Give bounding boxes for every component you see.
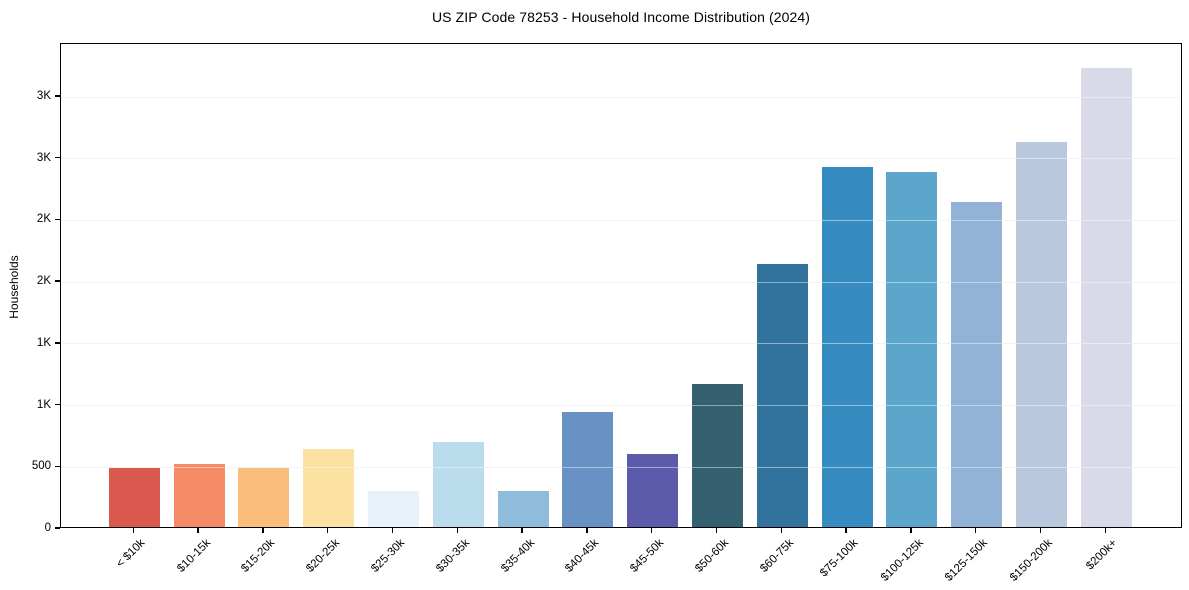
x-tick-mark: [975, 528, 977, 533]
bar: [886, 171, 938, 527]
x-tick-label: $15-20k: [239, 537, 278, 575]
bar: [108, 467, 160, 527]
y-tick-mark: [55, 527, 60, 529]
gridline-overlay: [61, 158, 1181, 160]
x-tick-mark: [391, 528, 394, 533]
x-tick-label: $50-60k: [693, 537, 731, 575]
x-tick-label: $30-35k: [433, 537, 472, 575]
x-tick-label: $20-25k: [304, 537, 343, 575]
x-tick-label: $35-40k: [498, 537, 537, 575]
bar: [238, 467, 290, 527]
x-tick-label: $150-200k: [1008, 537, 1055, 584]
x-tick-mark: [197, 528, 199, 533]
x-tick-mark: [780, 528, 782, 533]
y-tick-mark: [55, 218, 60, 221]
y-tick-label: 2K: [36, 213, 51, 226]
gridline-overlay: [61, 405, 1181, 407]
bar: [432, 441, 484, 527]
y-tick-mark: [55, 403, 60, 406]
gridline-overlay: [61, 466, 1181, 468]
x-tick-mark: [910, 528, 912, 533]
y-tick-label: 1K: [36, 398, 51, 411]
bar: [821, 166, 873, 527]
gridline: [61, 158, 1181, 160]
x-tick-mark: [715, 528, 718, 533]
plot-area: [60, 43, 1182, 528]
bar: [951, 202, 1003, 527]
x-tick-mark: [1104, 528, 1106, 533]
gridline-overlay: [61, 219, 1181, 221]
bar: [497, 491, 549, 527]
gridline: [61, 281, 1181, 283]
bar: [303, 449, 355, 527]
bar: [1016, 141, 1067, 527]
gridline: [61, 405, 1181, 407]
y-tick-label: 0: [44, 522, 51, 534]
bar: [368, 491, 419, 527]
y-tick-label: 3K: [36, 90, 51, 103]
gridline-overlay: [61, 343, 1181, 345]
x-tick-label: $25-30k: [369, 537, 407, 575]
x-tick-mark: [521, 528, 523, 533]
y-tick-mark: [55, 280, 60, 282]
x-axis: < $10k $10-15k $15-20k $20-25k $25-30k $30-35…: [60, 528, 1189, 590]
y-tick-mark: [55, 465, 60, 467]
gridline-overlay: [61, 96, 1181, 98]
x-tick-label: < $10k: [114, 537, 148, 571]
x-tick-label: $45-50k: [628, 537, 667, 575]
x-tick-mark: [586, 528, 588, 533]
y-tick-label: 500: [31, 460, 51, 473]
gridline: [61, 219, 1181, 221]
x-tick-label: $40-45k: [563, 537, 602, 575]
x-tick-label: $200k+: [1084, 537, 1120, 573]
gridline-overlay: [61, 281, 1181, 283]
y-axis: 0 500 1K 1K 2K 2K 3K 3K: [0, 43, 60, 534]
y-tick-label: 2K: [36, 275, 51, 288]
x-tick-label: $10-15k: [174, 537, 213, 575]
y-tick-mark: [55, 95, 60, 97]
x-tick-mark: [327, 528, 329, 533]
gridline: [61, 466, 1181, 468]
bar: [1080, 67, 1132, 527]
bar: [756, 264, 808, 527]
y-tick-label: 1K: [36, 336, 51, 349]
x-tick-mark: [456, 528, 458, 533]
y-tick-label: 3K: [36, 151, 51, 164]
x-tick-mark: [1039, 528, 1042, 533]
bar: [627, 454, 679, 527]
x-tick-label: $125-150k: [943, 537, 991, 584]
x-tick-mark: [651, 528, 653, 533]
y-tick-mark: [55, 157, 60, 159]
x-tick-label: $60-75k: [757, 537, 796, 575]
x-tick-label: $100-125k: [878, 537, 926, 584]
bar: [173, 464, 225, 527]
x-tick-label: $75-100k: [818, 537, 861, 580]
gridline: [61, 96, 1181, 98]
gridline: [61, 343, 1181, 345]
x-tick-mark: [845, 528, 847, 533]
bar: [562, 412, 614, 527]
x-tick-mark: [132, 528, 134, 533]
chart-title: US ZIP Code 78253 - Household Income Dis…: [431, 9, 811, 25]
x-tick-mark: [262, 528, 264, 533]
y-tick-mark: [55, 342, 60, 344]
bar: [692, 383, 743, 527]
